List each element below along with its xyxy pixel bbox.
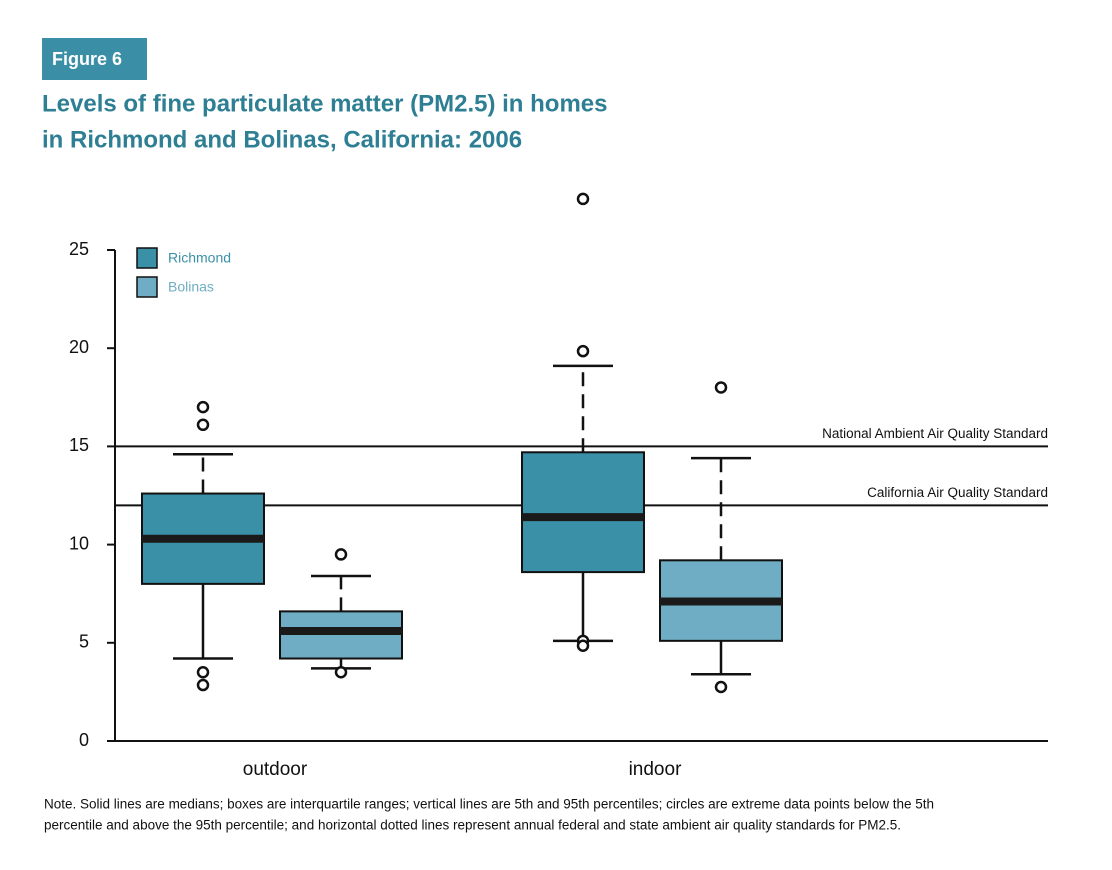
outlier — [196, 418, 210, 432]
reference-label: National Ambient Air Quality Standard — [822, 426, 1048, 441]
y-tick-label: 25 — [69, 239, 89, 259]
outlier — [334, 666, 348, 679]
y-tick-label: 10 — [69, 533, 89, 553]
legend-label: Bolinas — [168, 279, 214, 295]
y-tick-label: 20 — [69, 337, 89, 357]
chart-title: in Richmond and Bolinas, California: 200… — [42, 126, 522, 153]
chart-title: Levels of fine particulate matter (PM2.5… — [42, 90, 607, 117]
outlier — [714, 381, 728, 394]
outlier — [714, 680, 728, 694]
outlier — [576, 192, 590, 206]
y-tick-label: 0 — [79, 730, 89, 750]
note: percentile and above the 95th percentile… — [44, 818, 901, 833]
figure-label: Figure 6 — [52, 49, 122, 69]
outlier — [576, 639, 590, 652]
figure-badge — [42, 38, 147, 80]
outlier — [576, 344, 590, 358]
legend-label: Richmond — [168, 250, 231, 266]
x-tick-label: indoor — [629, 759, 682, 780]
outlier — [196, 666, 210, 679]
y-tick-label: 5 — [79, 632, 89, 652]
outlier — [334, 548, 348, 561]
legend-swatch — [136, 247, 158, 269]
reference-label: California Air Quality Standard — [867, 485, 1048, 500]
box — [521, 451, 645, 574]
legend-swatch — [136, 276, 158, 298]
x-tick-label: outdoor — [243, 759, 308, 780]
outlier — [196, 400, 210, 414]
y-tick-label: 15 — [69, 435, 89, 455]
outlier — [196, 678, 210, 692]
note: Note. Solid lines are medians; boxes are… — [44, 797, 934, 812]
